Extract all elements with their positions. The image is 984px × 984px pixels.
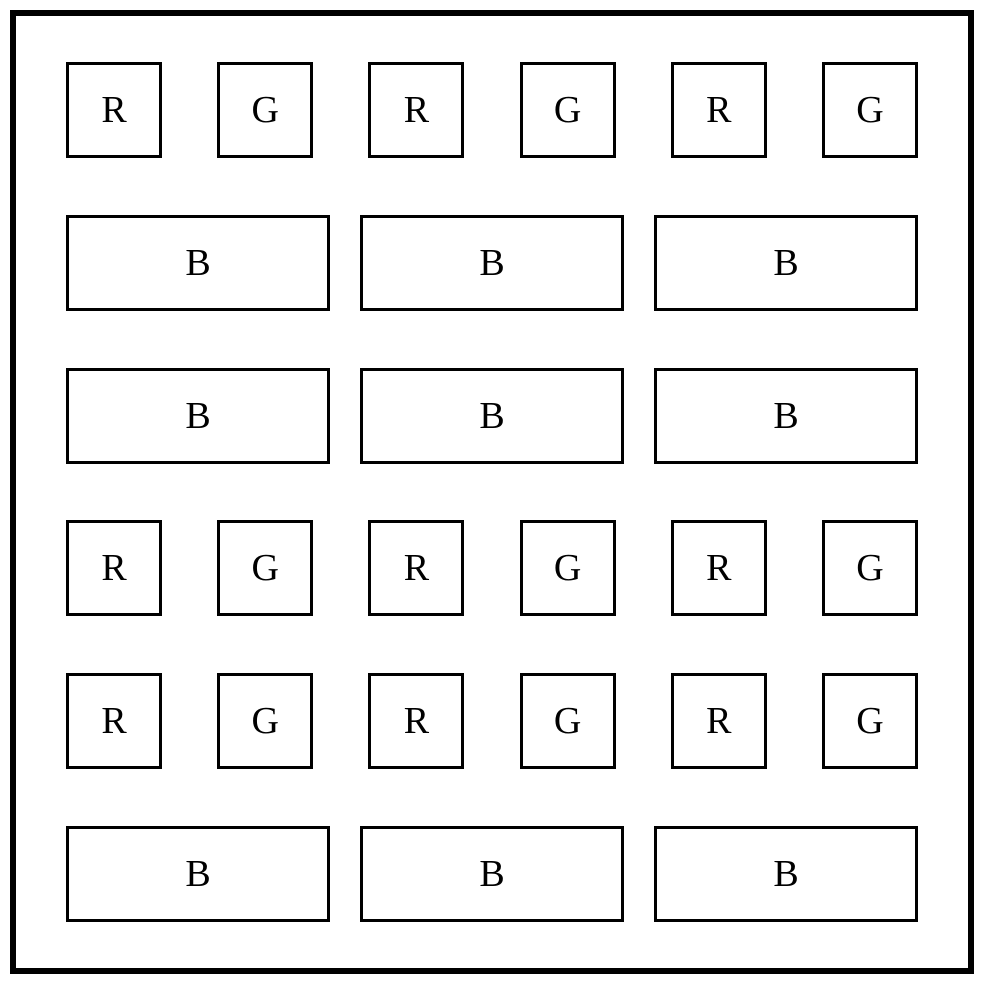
cell-r: R bbox=[368, 673, 464, 769]
cell-g: G bbox=[822, 62, 918, 158]
cell-label: B bbox=[185, 241, 210, 285]
cell-label: R bbox=[706, 699, 731, 743]
cell-r: R bbox=[671, 62, 767, 158]
cell-label: R bbox=[404, 699, 429, 743]
cell-g: G bbox=[822, 520, 918, 616]
cell-b: B bbox=[654, 826, 918, 922]
cell-label: G bbox=[554, 88, 581, 132]
cell-label: R bbox=[404, 546, 429, 590]
cell-r: R bbox=[671, 673, 767, 769]
cell-g: G bbox=[520, 673, 616, 769]
cell-label: G bbox=[554, 699, 581, 743]
row-5: B B B bbox=[66, 826, 918, 922]
cell-g: G bbox=[217, 520, 313, 616]
cell-g: G bbox=[520, 62, 616, 158]
cell-b: B bbox=[66, 368, 330, 464]
cell-r: R bbox=[671, 520, 767, 616]
cell-label: B bbox=[185, 852, 210, 896]
cell-label: R bbox=[101, 88, 126, 132]
row-4: R G R G R G bbox=[66, 673, 918, 769]
cell-g: G bbox=[822, 673, 918, 769]
cell-label: G bbox=[856, 546, 883, 590]
cell-label: G bbox=[251, 546, 278, 590]
cell-b: B bbox=[66, 215, 330, 311]
cell-b: B bbox=[360, 215, 624, 311]
diagram-frame: R G R G R G B B B B B B R G R G R G R G … bbox=[10, 10, 974, 974]
cell-label: B bbox=[479, 394, 504, 438]
cell-label: G bbox=[251, 699, 278, 743]
cell-r: R bbox=[66, 520, 162, 616]
cell-r: R bbox=[368, 520, 464, 616]
cell-label: R bbox=[101, 699, 126, 743]
cell-label: G bbox=[856, 88, 883, 132]
cell-r: R bbox=[66, 62, 162, 158]
row-0: R G R G R G bbox=[66, 62, 918, 158]
cell-label: R bbox=[404, 88, 429, 132]
cell-label: R bbox=[706, 546, 731, 590]
cell-label: B bbox=[773, 394, 798, 438]
cell-label: B bbox=[479, 852, 504, 896]
cell-label: B bbox=[479, 241, 504, 285]
cell-label: G bbox=[554, 546, 581, 590]
cell-label: B bbox=[773, 241, 798, 285]
cell-g: G bbox=[520, 520, 616, 616]
row-3: R G R G R G bbox=[66, 520, 918, 616]
cell-label: B bbox=[185, 394, 210, 438]
row-2: B B B bbox=[66, 368, 918, 464]
cell-label: B bbox=[773, 852, 798, 896]
cell-r: R bbox=[368, 62, 464, 158]
cell-b: B bbox=[360, 368, 624, 464]
cell-b: B bbox=[654, 215, 918, 311]
cell-b: B bbox=[654, 368, 918, 464]
cell-label: G bbox=[251, 88, 278, 132]
row-1: B B B bbox=[66, 215, 918, 311]
cell-g: G bbox=[217, 673, 313, 769]
cell-label: R bbox=[101, 546, 126, 590]
cell-label: R bbox=[706, 88, 731, 132]
cell-r: R bbox=[66, 673, 162, 769]
cell-g: G bbox=[217, 62, 313, 158]
cell-label: G bbox=[856, 699, 883, 743]
cell-b: B bbox=[66, 826, 330, 922]
cell-b: B bbox=[360, 826, 624, 922]
